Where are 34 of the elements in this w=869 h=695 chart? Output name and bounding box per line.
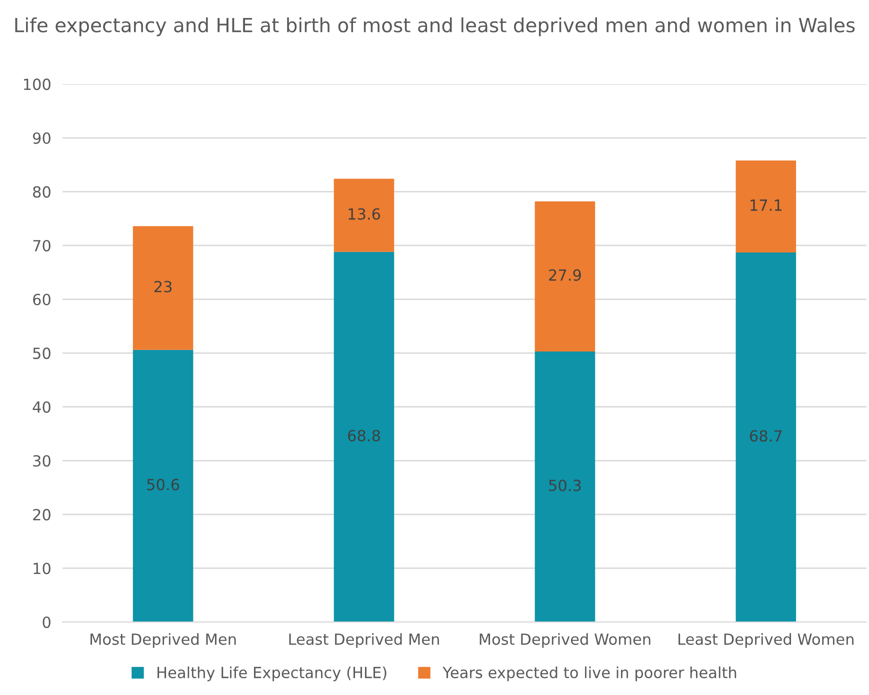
data-label: 17.1 [750, 200, 782, 211]
y-tick-label: 0 [42, 616, 50, 628]
y-tick-label: 40 [32, 401, 50, 413]
data-label: 13.6 [348, 208, 380, 220]
data-label: 68.7 [750, 430, 782, 442]
chart-title: Life expectancy and HLE at birth of most and least deprived men and women in Wales [15, 17, 855, 36]
y-tick-label: 80 [33, 186, 50, 198]
x-tick-label: Most Deprived Women [480, 633, 650, 648]
y-tick-label: 100 [24, 78, 50, 90]
bar [334, 252, 394, 622]
bar [334, 178, 394, 252]
x-tick-label: Least Deprived Men [289, 633, 439, 648]
y-tick-label: 10 [34, 562, 50, 574]
y-tick-label: 30 [33, 455, 50, 467]
bar [132, 350, 194, 622]
legend-label: Healthy Life Expectancy (HLE) [158, 666, 386, 682]
y-tick-label: 90 [32, 132, 50, 144]
y-tick-label: 70 [33, 240, 50, 252]
data-label: 50.3 [549, 480, 581, 492]
bar [132, 226, 194, 350]
data-label: 50.6 [147, 478, 180, 490]
bar [534, 351, 596, 622]
y-tick-label: 50 [33, 348, 50, 360]
bar [534, 201, 596, 352]
bar [736, 160, 796, 252]
data-label: 27.9 [549, 269, 581, 281]
legend-label: Years expected to live in poorer health [442, 666, 736, 682]
x-tick-label: Most Deprived Men [90, 633, 236, 648]
bar [736, 252, 796, 622]
y-tick-label: 20 [33, 508, 50, 520]
x-tick-label: Least Deprived Women [678, 633, 854, 648]
data-label: 68.8 [348, 430, 380, 442]
y-tick-label: 60 [33, 294, 50, 306]
data-label: 23 [154, 280, 172, 292]
